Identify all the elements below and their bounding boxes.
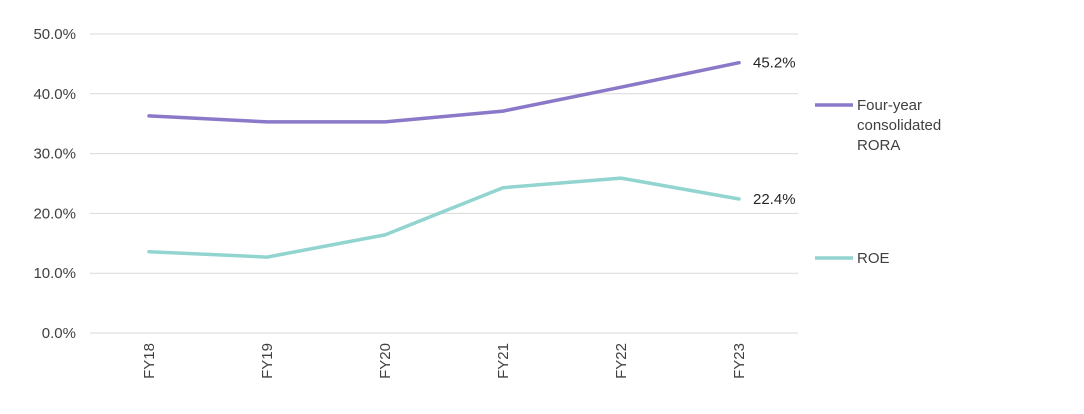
data-label: 22.4%	[753, 191, 796, 208]
gridlines	[90, 33, 798, 334]
legend: Four-year consolidated RORA ROE	[815, 97, 941, 267]
legend-label: Four-year	[857, 97, 922, 114]
y-tick-label: 50.0%	[33, 26, 76, 43]
series-lines	[147, 60, 741, 259]
y-tick-label: 20.0%	[33, 205, 76, 222]
y-tick-label: 10.0%	[33, 265, 76, 282]
x-tick-label: FY22	[613, 343, 630, 379]
data-labels: 45.2% 22.4%	[753, 55, 796, 208]
y-tick-label: 30.0%	[33, 146, 76, 163]
series-line	[147, 176, 741, 259]
y-axis-ticks: 0.0% 10.0% 20.0% 30.0% 40.0% 50.0%	[33, 26, 76, 342]
x-tick-label: FY23	[731, 343, 748, 379]
y-tick-label: 40.0%	[33, 86, 76, 103]
series-line	[147, 60, 741, 124]
x-tick-label: FY20	[377, 343, 394, 379]
x-tick-label: FY18	[141, 343, 158, 379]
x-tick-label: FY19	[259, 343, 276, 379]
x-tick-label: FY21	[495, 343, 512, 379]
legend-label: ROE	[857, 250, 890, 267]
legend-label: consolidated	[857, 117, 941, 134]
x-axis-ticks: FY18 FY19 FY20 FY21 FY22 FY23	[141, 343, 748, 379]
legend-label: RORA	[857, 137, 900, 154]
data-label: 45.2%	[753, 55, 796, 72]
y-tick-label: 0.0%	[42, 325, 76, 342]
